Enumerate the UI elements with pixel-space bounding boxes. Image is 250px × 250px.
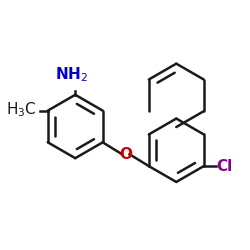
Text: H$_3$C: H$_3$C xyxy=(6,100,37,119)
Text: O: O xyxy=(119,147,132,162)
Text: NH$_2$: NH$_2$ xyxy=(55,65,88,84)
Text: Cl: Cl xyxy=(216,158,233,174)
